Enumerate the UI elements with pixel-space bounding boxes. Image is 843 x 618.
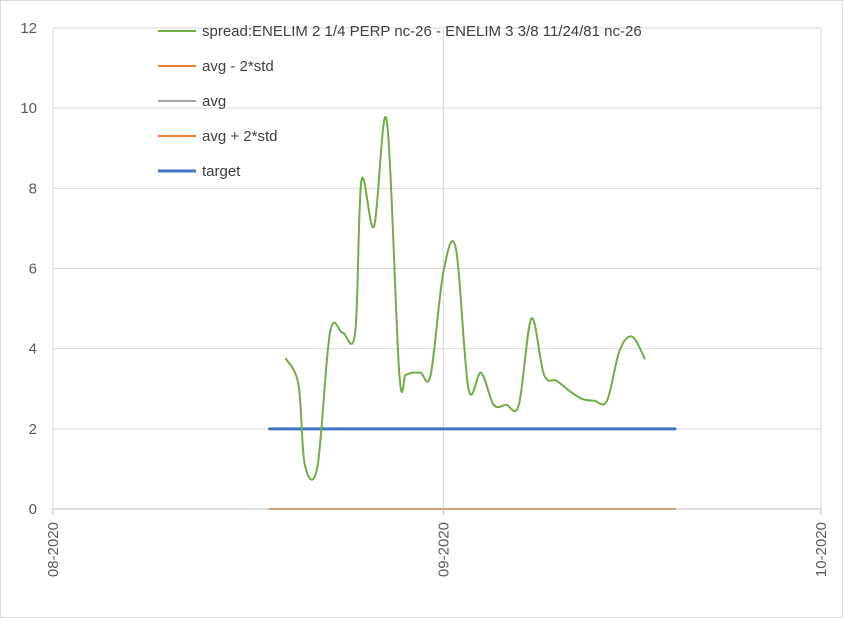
grid-layer [52,27,822,509]
y-tick-label: 8 [29,180,37,197]
y-tick-label: 0 [29,501,37,518]
x-tick-label: 09-2020 [435,522,452,577]
y-tick-label: 4 [29,341,37,358]
legend-label: avg - 2*std [202,58,274,75]
x-tick-label: 08-2020 [45,522,62,577]
x-tick-label: 10-2020 [813,522,830,577]
legend-label: avg + 2*std [202,128,277,145]
legend-label: target [202,163,241,180]
series-layer [268,116,677,510]
y-tick-label: 10 [20,100,37,117]
y-tick-label: 6 [29,261,37,278]
axis-layer: 0 2 4 6 8 10 12 08-2020 09-2020 10-2020 [20,20,830,577]
y-tick-label: 2 [29,421,37,438]
legend-label: avg [202,93,226,110]
y-tick-label: 12 [20,20,37,37]
legend: spread:ENELIM 2 1/4 PERP nc-26 - ENELIM … [158,23,642,180]
series-line-spread-enelim-2-1-4-perp-nc-26-enelim-3-3-8-11-24-81-nc-26 [284,116,646,481]
legend-label: spread:ENELIM 2 1/4 PERP nc-26 - ENELIM … [202,23,642,40]
